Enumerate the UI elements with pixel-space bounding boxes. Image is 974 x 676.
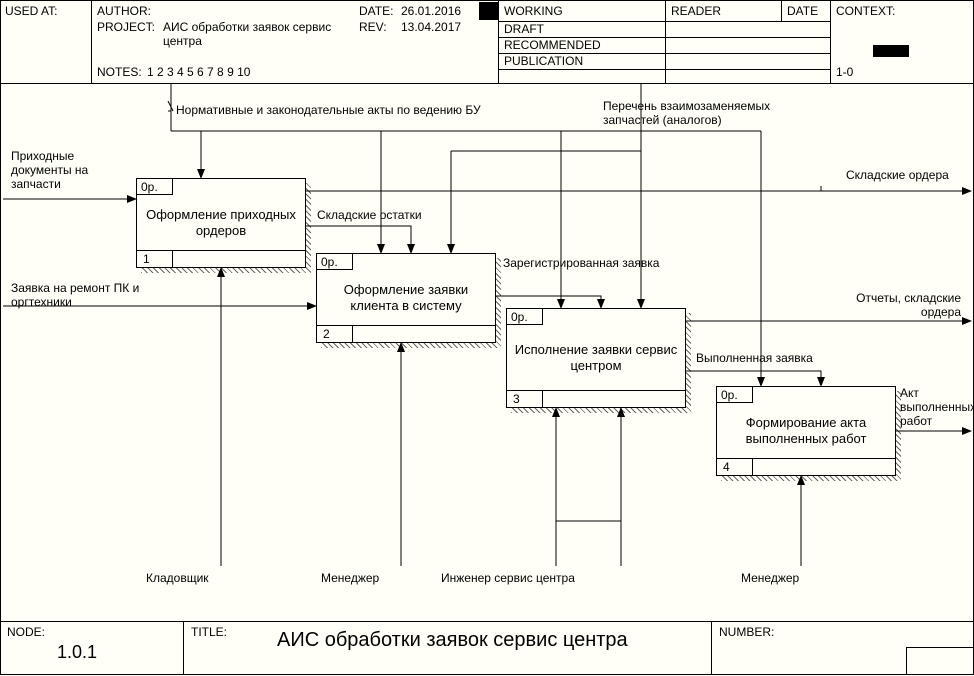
a4-cost: 0р. xyxy=(717,387,753,403)
a2-cost: 0р. xyxy=(317,254,353,270)
project-value: АИС обработки заявок сервис центра xyxy=(163,20,353,48)
context-value: 1-0 xyxy=(836,65,853,79)
a2-num: 2 xyxy=(317,326,353,342)
footer-v2 xyxy=(711,621,712,675)
label-mech-4: Менеджер xyxy=(741,571,799,585)
hdr-row-line-1 xyxy=(498,21,830,22)
a2-title: Оформление заявки клиента в систему xyxy=(323,276,489,320)
label-out-act: Акт выполненных работ xyxy=(900,386,972,428)
a1-num: 1 xyxy=(137,251,173,267)
status-publication: PUBLICATION xyxy=(504,54,583,68)
a4-num: 4 xyxy=(717,459,753,475)
label-done-req: Выполненная заявка xyxy=(696,351,813,365)
title-value: АИС обработки заявок сервис центра xyxy=(277,633,628,647)
rev-value: 13.04.2017 xyxy=(401,20,461,34)
used-at-label: USED AT: xyxy=(5,4,57,18)
a3-num: 3 xyxy=(507,391,543,407)
label-mech-1: Кладовщик xyxy=(146,571,209,585)
a1-cost: 0р. xyxy=(137,179,173,195)
hdr-row-line-4 xyxy=(498,69,830,70)
label-registered: Зарегистрированная заявка xyxy=(503,256,663,270)
status-working: WORKING xyxy=(504,4,563,18)
status-draft: DRAFT xyxy=(504,22,544,36)
label-stock-rem: Складские остатки xyxy=(317,208,422,222)
footer-top-rule xyxy=(1,621,973,622)
activity-2: 0р. Оформление заявки клиента в систему … xyxy=(316,253,496,343)
number-label: NUMBER: xyxy=(719,625,774,639)
hdr-vline-reader-date xyxy=(781,1,782,21)
header-bottom-rule xyxy=(1,83,973,84)
hdr-vline-context xyxy=(830,1,831,83)
activity-3: 0р. Исполнение заявки сервис центром 3 xyxy=(506,308,686,408)
label-mech-2: Менеджер xyxy=(321,571,379,585)
a1-title: Оформление приходных ордеров xyxy=(143,201,299,245)
label-out-orders: Складские ордера xyxy=(846,168,949,182)
notes-label: NOTES: xyxy=(97,65,142,79)
node-label: NODE: xyxy=(7,625,45,639)
author-label: AUTHOR: xyxy=(97,4,151,18)
a3-cost: 0р. xyxy=(507,309,543,325)
date-value: 26.01.2016 xyxy=(401,4,461,18)
rev-label: REV: xyxy=(359,20,387,34)
label-control-norm: Нормативные и законодательные акты по ве… xyxy=(176,103,506,117)
label-in-request: Заявка на ремонт ПК и оргтехники xyxy=(11,281,171,309)
label-in-docs: Приходные документы на запчасти xyxy=(11,149,121,191)
footer-v1 xyxy=(183,621,184,675)
a3-title: Исполнение заявки сервис центром xyxy=(513,331,679,385)
node-value: 1.0.1 xyxy=(57,645,97,659)
date-label: DATE: xyxy=(359,4,393,18)
context-marker xyxy=(873,45,909,57)
a4-title: Формирование акта выполненных работ xyxy=(723,409,889,453)
notes-value: 1 2 3 4 5 6 7 8 9 10 xyxy=(147,65,250,79)
project-label: PROJECT: xyxy=(97,20,155,34)
working-marker xyxy=(479,2,498,20)
reader-label: READER xyxy=(671,4,721,18)
status-recommended: RECOMMENDED xyxy=(504,38,601,52)
title-label: TITLE: xyxy=(191,625,227,639)
footer-h-small xyxy=(906,647,973,648)
hdr-vline-status-end xyxy=(665,1,666,83)
label-mech-3: Инженер сервис центра xyxy=(441,571,575,585)
activity-4: 0р. Формирование акта выполненных работ … xyxy=(716,386,896,476)
footer-v3 xyxy=(906,647,907,675)
context-label: CONTEXT: xyxy=(836,4,895,18)
reader-date-label: DATE xyxy=(787,4,818,18)
idef0-page: USED AT: AUTHOR: PROJECT: АИС обработки … xyxy=(0,0,974,675)
label-control-parts: Перечень взаимозаменяемых запчастей (ана… xyxy=(603,99,803,127)
activity-1: 0р. Оформление приходных ордеров 1 xyxy=(136,178,306,268)
hdr-vline-usedat xyxy=(91,1,92,83)
hdr-vline-mid xyxy=(498,1,499,83)
label-out-reports: Отчеты, складские ордера xyxy=(831,291,961,319)
